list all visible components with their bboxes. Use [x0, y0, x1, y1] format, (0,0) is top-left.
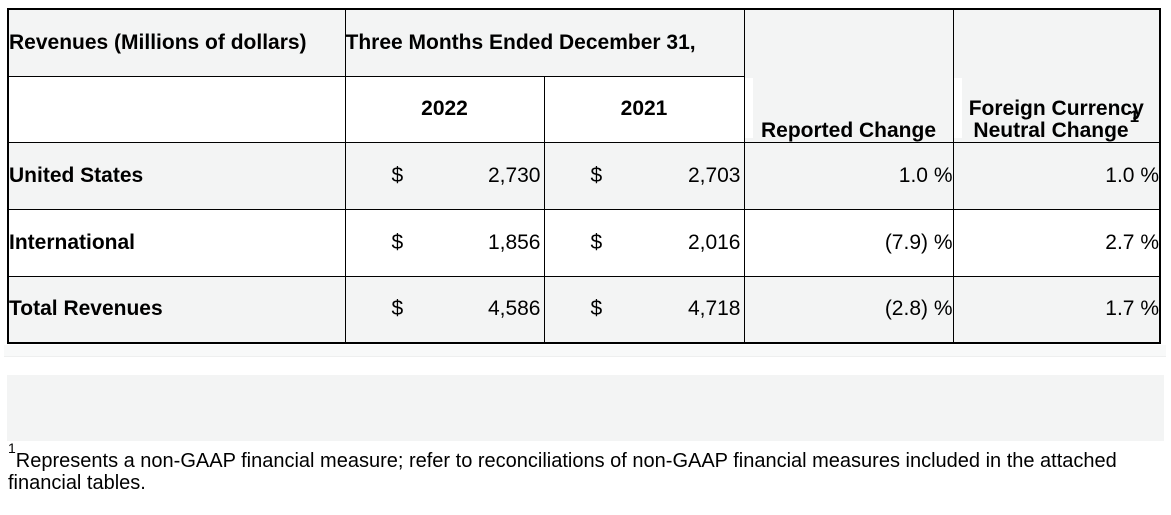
currency-symbol: $	[590, 230, 603, 254]
revenue-2022-cell: $ 1,856	[344, 208, 545, 277]
revenue-2022-cell: $ 4,586	[344, 275, 545, 344]
row-label-cell: Total Revenues	[7, 275, 346, 344]
footnote-text: Represents a non-GAAP financial measure;…	[8, 450, 1117, 494]
amount-value: 1,856	[487, 230, 541, 254]
amount-value: 2,016	[687, 230, 741, 254]
table-row-total-revenues: Total Revenues $ 4,586 $ 4,718 (2.8) % 1…	[7, 275, 1161, 344]
amount-value: 4,718	[687, 297, 741, 321]
revenue-2021-cell: $ 2,703	[543, 141, 745, 210]
blank-header-cell	[7, 75, 346, 143]
empty-gray-block	[7, 375, 1164, 441]
currency-symbol: $	[391, 163, 404, 187]
footnote: 1Represents a non-GAAP financial measure…	[8, 441, 1164, 494]
reported-change-header-cell: Reported Change	[743, 8, 954, 143]
divider-strip	[4, 345, 1166, 357]
amount-value: 4,586	[487, 297, 541, 321]
reported-change-cell: 1.0 %	[743, 141, 954, 210]
revenue-2021-cell: $ 4,718	[543, 275, 745, 344]
fx-header-line2: Neutral Change1	[973, 106, 1140, 142]
header-row-period: Revenues (Millions of dollars) Three Mon…	[7, 8, 1161, 143]
revenue-2022-cell: $ 2,730	[344, 141, 545, 210]
fx-header-line1: Foreign Currency	[968, 96, 1144, 120]
currency-symbol: $	[590, 297, 603, 321]
fx-footnote-marker: 1	[1129, 106, 1140, 126]
revenues-table: Revenues (Millions of dollars) Three Mon…	[7, 8, 1161, 344]
revenues-document: Revenues (Millions of dollars) Three Mon…	[7, 8, 1161, 344]
amount-value: 2,703	[687, 163, 741, 187]
reported-change-cell: (7.9) %	[743, 208, 954, 277]
revenue-2021-cell: $ 2,016	[543, 208, 745, 277]
currency-symbol: $	[391, 297, 404, 321]
year-2021-cell: 2021	[543, 75, 745, 143]
table-title-cell: Revenues (Millions of dollars)	[7, 8, 346, 77]
amount-value: 2,730	[487, 163, 541, 187]
row-label-cell: International	[7, 208, 346, 277]
year-2022-cell: 2022	[344, 75, 545, 143]
reported-change-header-label: Reported Change	[760, 118, 936, 142]
period-header-cell: Three Months Ended December 31,	[344, 8, 745, 77]
fx-neutral-change-cell: 2.7 %	[952, 208, 1161, 277]
header-row-years: 2022 2021	[7, 75, 1160, 143]
currency-symbol: $	[391, 230, 404, 254]
fx-neutral-change-cell: 1.0 %	[952, 141, 1161, 210]
row-label-cell: United States	[7, 141, 346, 210]
footnote-marker: 1	[8, 440, 16, 457]
fx-neutral-change-cell: 1.7 %	[952, 275, 1161, 344]
currency-symbol: $	[590, 163, 603, 187]
table-row-united-states: United States $ 2,730 $ 2,703 1.0 % 1.0 …	[7, 141, 1161, 210]
table-row-international: International $ 1,856 $ 2,016 (7.9) % 2.…	[7, 208, 1161, 277]
fx-neutral-header-cell: Foreign Currency Neutral Change1	[952, 8, 1161, 143]
reported-change-cell: (2.8) %	[743, 275, 954, 344]
